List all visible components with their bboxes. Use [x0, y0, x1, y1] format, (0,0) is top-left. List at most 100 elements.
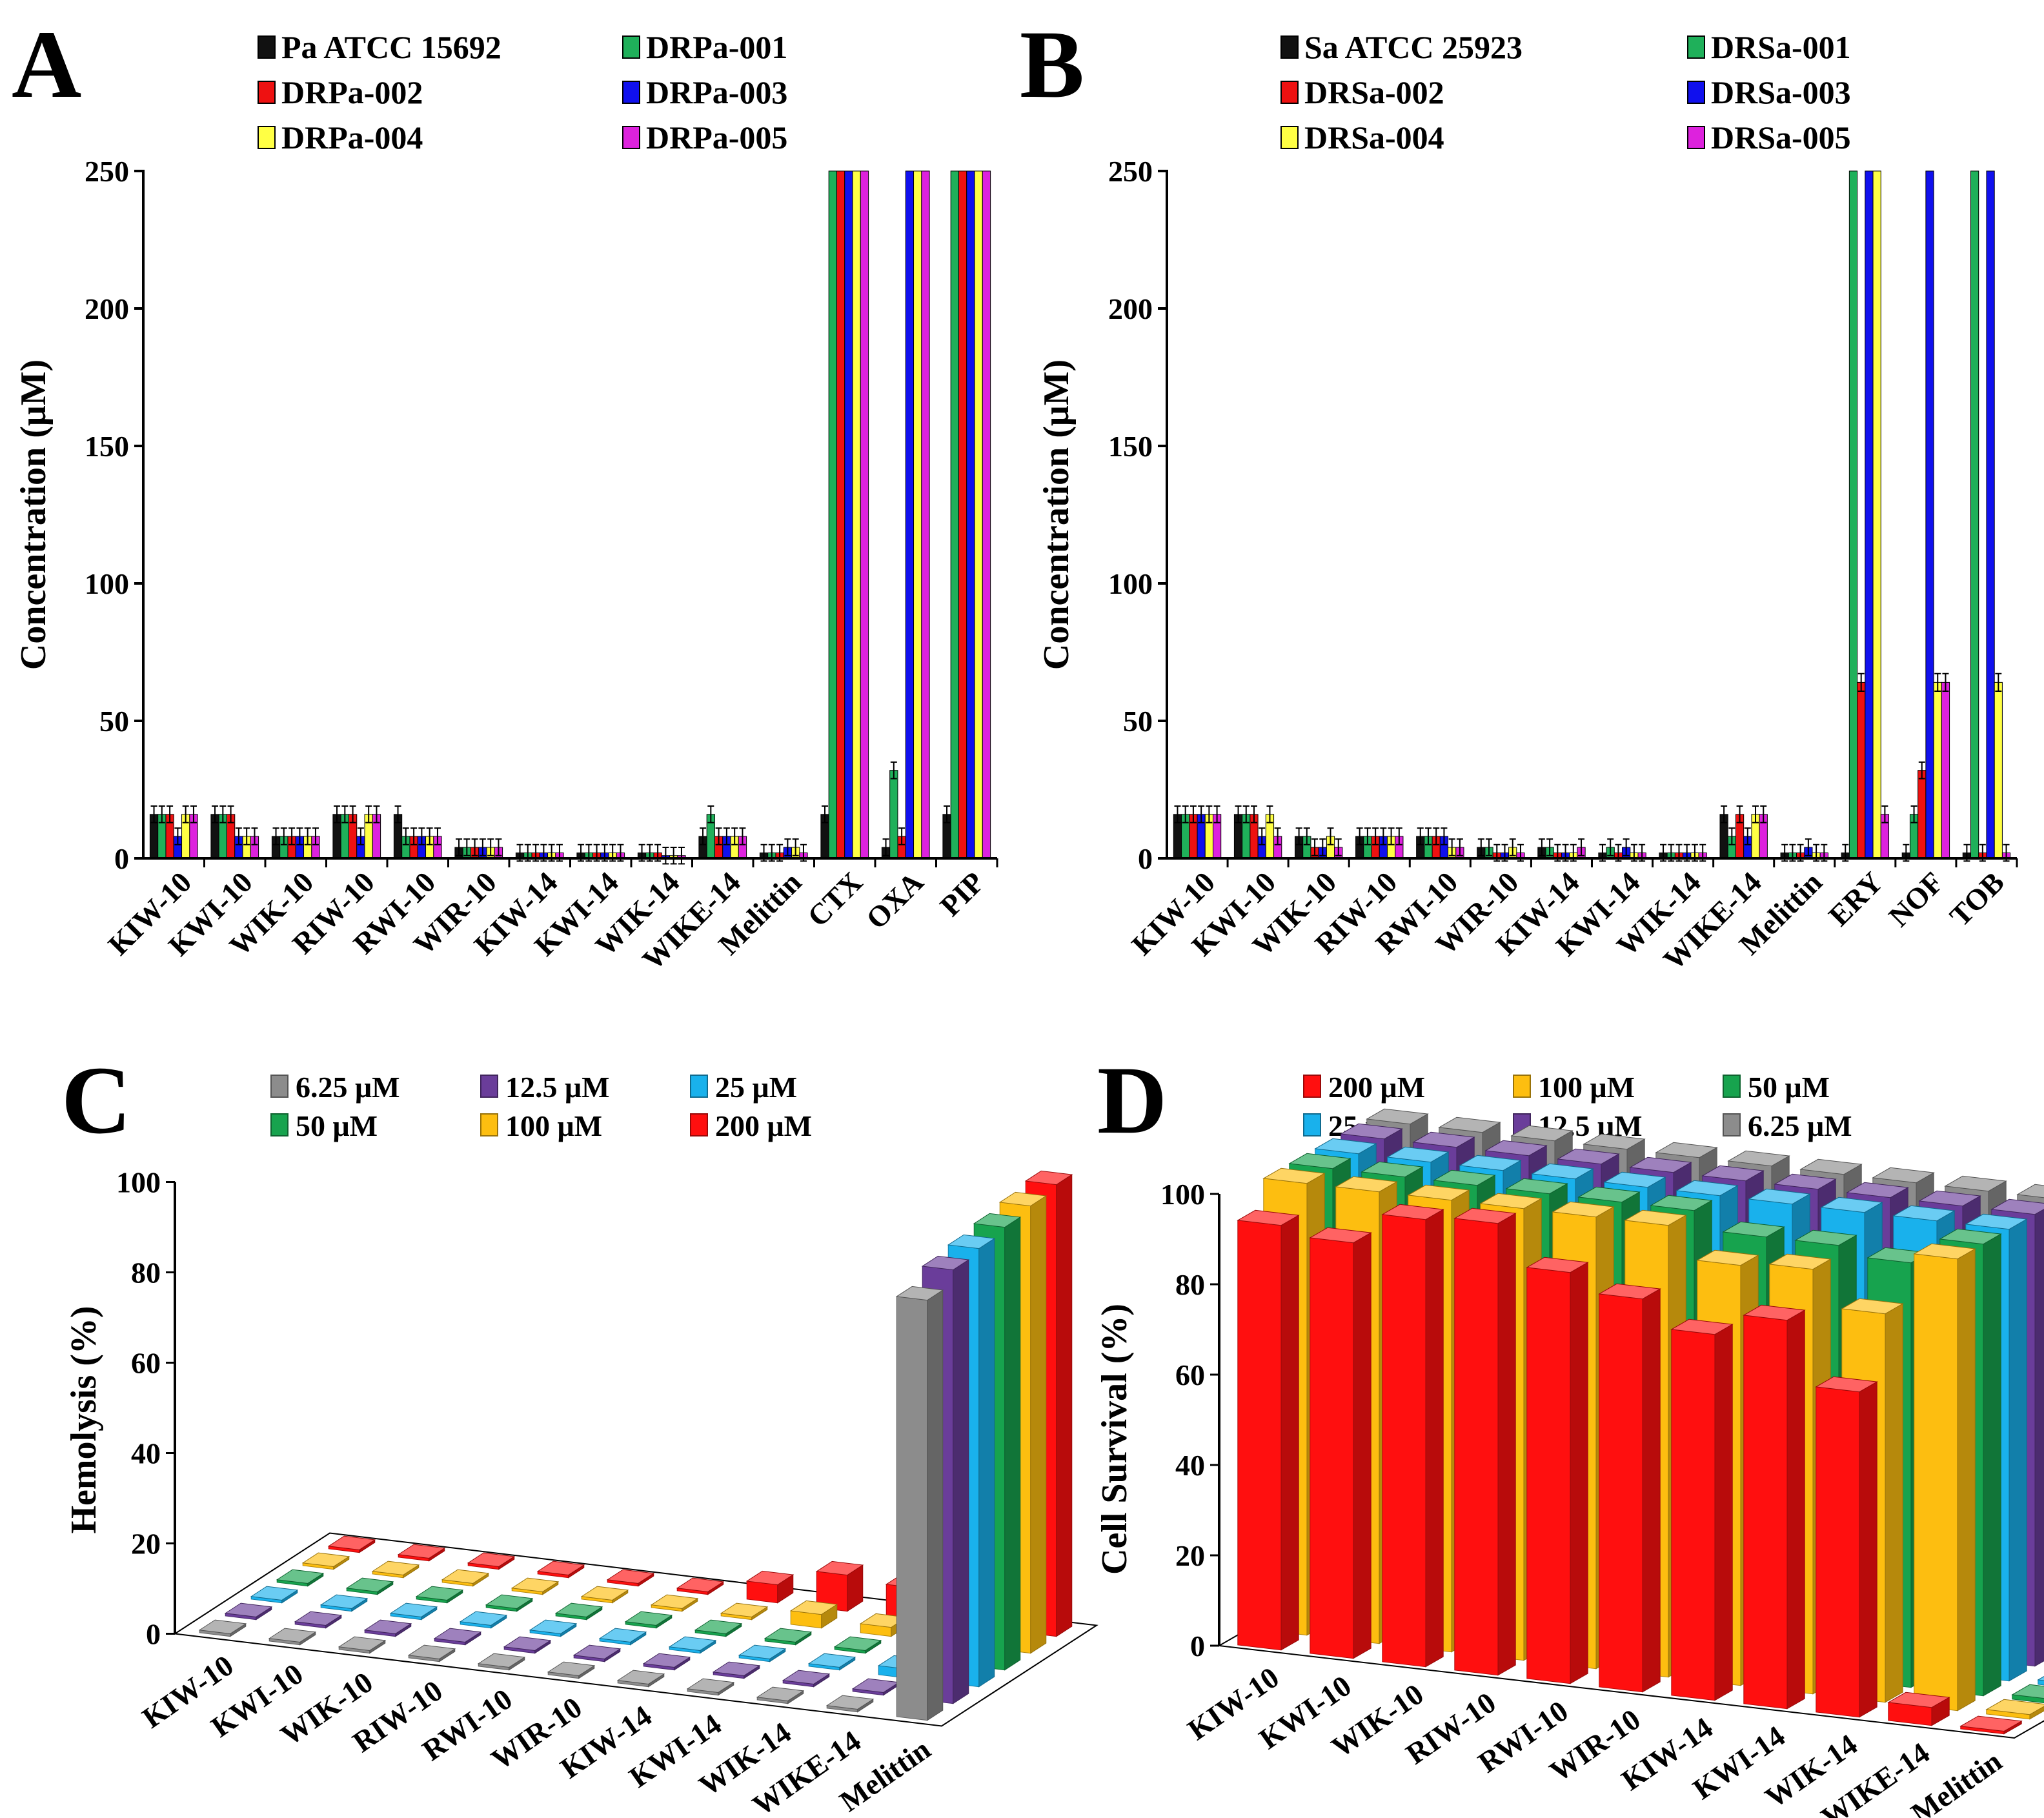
error-bar — [1752, 805, 1759, 823]
bar — [1933, 682, 1942, 859]
bar — [982, 170, 991, 859]
bar-top — [642, 1653, 691, 1668]
panel-label-d: D — [1097, 1047, 1167, 1154]
legend-label: DRPa-005 — [646, 119, 787, 156]
bar-side — [1642, 1288, 1661, 1693]
bar — [1913, 1243, 1976, 1712]
error-bar — [1388, 827, 1395, 845]
bar — [1925, 170, 1934, 859]
bar — [503, 1636, 552, 1654]
floor — [173, 1532, 1098, 1727]
error-bar — [1206, 805, 1213, 823]
error-bar — [1456, 838, 1463, 856]
error-bar — [1364, 827, 1371, 845]
error-bar — [1486, 838, 1493, 856]
error-bar — [890, 761, 897, 780]
panel-label-a: A — [12, 11, 81, 118]
bar-top — [1841, 1298, 1904, 1315]
bar-top — [1381, 1204, 1444, 1220]
bar-top — [1459, 1155, 1522, 1171]
bar-side — [1056, 1174, 1073, 1637]
error-bar — [402, 827, 409, 845]
error-bar — [1546, 838, 1553, 856]
bar-top — [2016, 1184, 2044, 1198]
legend-swatch — [1687, 81, 1705, 104]
bar — [913, 170, 922, 859]
legend-label: 6.25 μM — [1748, 1109, 1852, 1142]
bar — [1985, 1699, 2044, 1720]
bar-top — [1262, 1167, 1326, 1184]
bar-side — [1030, 1195, 1047, 1654]
error-bar — [1182, 805, 1189, 823]
error-bar — [1805, 838, 1812, 856]
bar-top — [998, 1191, 1047, 1207]
error-bar — [174, 827, 181, 845]
bar — [958, 170, 967, 859]
error-bar — [1441, 827, 1448, 845]
bar-top — [554, 1602, 603, 1617]
bar-top — [650, 1594, 699, 1609]
x-tick-label: CTX — [801, 865, 869, 933]
bar — [828, 170, 837, 859]
legend-label: DRSa-001 — [1711, 29, 1851, 65]
bar — [782, 1670, 831, 1688]
bar-top — [1624, 1209, 1687, 1226]
legend-label: 12.5 μM — [505, 1071, 610, 1104]
bar — [1237, 1209, 1300, 1651]
panel-a: A Pa ATCC 15692 DRPa-001 DRPa-002 DRPa-003 D… — [12, 11, 998, 976]
error-bar — [670, 846, 677, 865]
legend-swatch — [270, 1075, 288, 1098]
bar — [327, 1535, 376, 1553]
error-bar — [1857, 672, 1865, 692]
bar-top — [1361, 1161, 1424, 1178]
bar-top — [1892, 1205, 1956, 1222]
legend-label: DRPa-001 — [646, 29, 787, 65]
y-axis-label: Hemolysis (%) — [64, 1306, 104, 1533]
bar — [363, 1619, 412, 1637]
bar-top — [1335, 1176, 1398, 1193]
error-bar — [1448, 838, 1455, 856]
bar — [1309, 1227, 1372, 1659]
bar-side — [1425, 1209, 1444, 1668]
legend-label: 200 μM — [715, 1109, 812, 1142]
bar — [345, 1577, 394, 1595]
error-bar — [1728, 827, 1735, 845]
bar — [485, 1594, 534, 1612]
bar-top — [1453, 1207, 1517, 1224]
error-bar — [1881, 805, 1888, 823]
bar-top — [1965, 1213, 2028, 1230]
bar — [738, 1644, 787, 1662]
y-tick-label: 200 — [85, 292, 129, 325]
error-bar — [1311, 838, 1319, 856]
bar-top — [686, 1678, 735, 1693]
error-bar — [434, 827, 441, 845]
bar — [1848, 170, 1858, 859]
bar — [624, 1611, 673, 1629]
bar-top — [606, 1569, 655, 1584]
legend-label: Pa ATCC 15692 — [281, 29, 501, 65]
bar — [511, 1577, 560, 1595]
legend-swatch — [1280, 126, 1299, 149]
y-tick-label: 40 — [131, 1437, 161, 1470]
error-bar — [334, 805, 341, 823]
bar — [319, 1594, 369, 1612]
x-tick-label: NOF — [1882, 865, 1950, 933]
bar-top — [1990, 1198, 2044, 1215]
legend-label: DRPa-002 — [281, 74, 423, 110]
bar-top — [895, 1286, 944, 1301]
bar — [1670, 1318, 1734, 1701]
error-bar — [1538, 838, 1545, 856]
bar-top — [789, 1600, 838, 1615]
bar-top — [407, 1644, 456, 1659]
bar-top — [668, 1636, 717, 1651]
bar — [836, 170, 845, 859]
bar-side — [1885, 1303, 1903, 1703]
error-bar — [456, 838, 463, 856]
bar-top — [1696, 1249, 1759, 1266]
bar — [720, 1602, 769, 1621]
bar-top — [1727, 1150, 1790, 1167]
bar — [1743, 1304, 1806, 1710]
bar-top — [1583, 1133, 1646, 1150]
error-bar — [1274, 827, 1281, 845]
